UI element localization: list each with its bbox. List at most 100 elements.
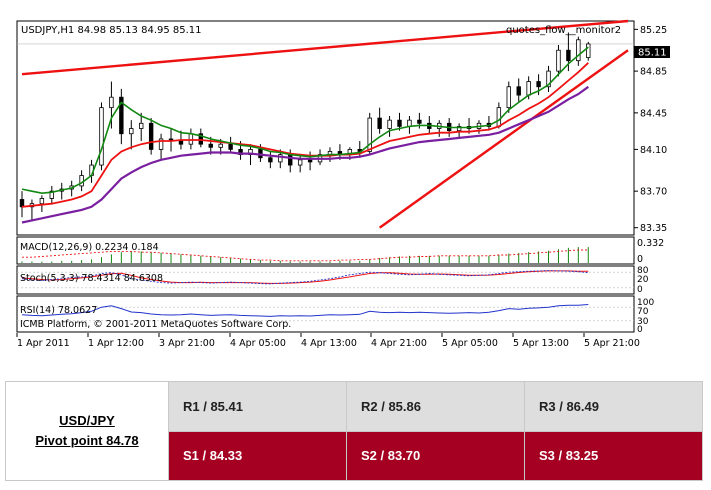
macd-tick-zero: 0	[637, 254, 643, 265]
candle-body	[148, 122, 154, 150]
current-price-tag: 85.11	[634, 46, 670, 59]
candle-body	[158, 138, 164, 150]
candle	[119, 88, 124, 145]
copyright: ICMB Platform, © 2001-2011 MetaQuotes So…	[20, 319, 291, 330]
time-tick-label: 3 Apr 21:00	[159, 338, 215, 349]
candle-body	[208, 143, 213, 148]
trendline-lower	[378, 49, 629, 229]
candle-body	[387, 119, 392, 129]
price-chart: 85.25 84.85 84.45 84.10 83.70 83.35 USDJPY,H1…	[16, 19, 670, 349]
candle-body	[288, 154, 293, 166]
symbol-line: USDJPY,H1 84.98 85.13 84.95 85.11	[21, 25, 202, 36]
candle	[506, 81, 511, 113]
price-tick-label: 83.35	[640, 223, 667, 234]
candle	[148, 118, 154, 155]
candle	[377, 107, 382, 134]
candle-body	[119, 96, 124, 135]
candle	[19, 191, 25, 218]
candle	[576, 36, 581, 66]
rsi-tick-30: 30	[637, 317, 649, 327]
rsi-label: RSI(14) 78.0627	[20, 305, 97, 316]
r2-cell: R2 / 85.86	[346, 381, 525, 432]
macd-tick-top: 0.332	[637, 238, 664, 249]
stoch-tick-20: 20	[637, 275, 649, 285]
candle-body	[397, 119, 402, 127]
candle-body	[228, 143, 233, 150]
candle-body	[268, 157, 273, 163]
candle	[99, 102, 104, 171]
pivot-table: USD/JPY Pivot point 84.78 R1 / 85.41 R2 …	[5, 381, 703, 481]
candle	[198, 128, 204, 148]
candle-body	[506, 86, 511, 109]
time-tick-label: 4 Apr 13:00	[301, 338, 357, 349]
candle-body	[566, 49, 571, 62]
trendline-upper	[21, 19, 629, 76]
candle-body	[456, 126, 462, 132]
candle-body	[516, 86, 521, 96]
candle-body	[367, 117, 372, 152]
main-panel: 85.25 84.85 84.45 84.10 83.70 83.35 USDJPY,H1…	[16, 19, 670, 236]
candle-body	[417, 119, 422, 124]
ma-slow-line	[21, 85, 589, 224]
ma-fast-line	[21, 46, 589, 195]
stoch-panel: Stoch(5,3,3) 78.4314 84.6308 80 20 0	[16, 265, 649, 295]
candle-body	[79, 175, 84, 187]
candle-body	[109, 96, 114, 109]
time-axis: 1 Apr 2011 1 Apr 12:00 3 Apr 21:00 4 Apr 05…	[16, 333, 640, 349]
rsi-tick-100: 100	[637, 298, 654, 308]
candle-body	[178, 140, 184, 145]
time-tick-label: 5 Apr 13:00	[513, 338, 569, 349]
candle-body	[586, 43, 591, 58]
rsi-panel: RSI(14) 78.0627 ICMB Platform, © 2001-20…	[16, 295, 654, 335]
s1-cell: S1 / 84.33	[168, 430, 347, 481]
support-row: S1 / 84.33 S2 / 83.70 S3 / 83.25	[6, 430, 703, 481]
current-price-label: 85.11	[638, 48, 667, 59]
time-tick-label: 5 Apr 21:00	[584, 338, 640, 349]
rsi-tick-0: 0	[637, 325, 643, 335]
candle-body	[536, 81, 541, 88]
moving-averages	[21, 46, 589, 224]
candle-body	[496, 107, 502, 127]
candle-body	[526, 81, 531, 96]
candle	[139, 112, 144, 142]
candle	[268, 151, 273, 169]
stoch-label: Stoch(5,3,3) 78.4314 84.6308	[20, 273, 163, 284]
pair-label: USD/JPY	[59, 413, 115, 428]
candle	[39, 195, 45, 213]
candle-body	[19, 199, 25, 208]
candle	[367, 112, 372, 155]
candle	[546, 65, 551, 92]
candle	[586, 41, 591, 61]
candle-body	[129, 128, 134, 135]
candle-body	[297, 159, 303, 166]
time-tick-label: 1 Apr 12:00	[88, 338, 144, 349]
pivot-info-cell: USD/JPY Pivot point 84.78	[5, 381, 169, 481]
candle	[49, 185, 55, 204]
candle	[387, 115, 392, 137]
price-tick-label: 84.10	[640, 145, 667, 156]
resistance-row: USD/JPY Pivot point 84.78 R1 / 85.41 R2 …	[5, 381, 703, 481]
macd-panel: MACD(12,26,9) 0.2234 0.184 0.332 0	[16, 236, 664, 265]
price-tick-label: 85.25	[640, 25, 667, 36]
r1-cell: R1 / 85.41	[168, 381, 347, 432]
candle-body	[139, 122, 144, 129]
candle-body	[307, 159, 313, 163]
candle-body	[99, 107, 104, 166]
time-tick-label: 4 Apr 21:00	[371, 338, 427, 349]
macd-signal-line	[22, 249, 589, 262]
s3-cell: S3 / 83.25	[524, 430, 703, 481]
rsi-tick-70: 70	[637, 307, 649, 317]
indicator-name: quotes_flow__monitor2	[506, 25, 621, 36]
macd-label: MACD(12,26,9) 0.2234 0.184	[20, 242, 159, 253]
stoch-tick-80: 80	[637, 266, 649, 276]
candle	[556, 45, 561, 77]
candle-body	[377, 117, 382, 129]
price-tick-label: 83.70	[640, 187, 667, 198]
candle-body	[39, 198, 45, 205]
candle	[397, 112, 402, 131]
candle-body	[576, 39, 581, 62]
stoch-tick-0: 0	[637, 285, 643, 295]
candle-body	[556, 49, 561, 72]
trendlines	[21, 19, 629, 229]
r3-cell: R3 / 86.49	[524, 381, 703, 432]
